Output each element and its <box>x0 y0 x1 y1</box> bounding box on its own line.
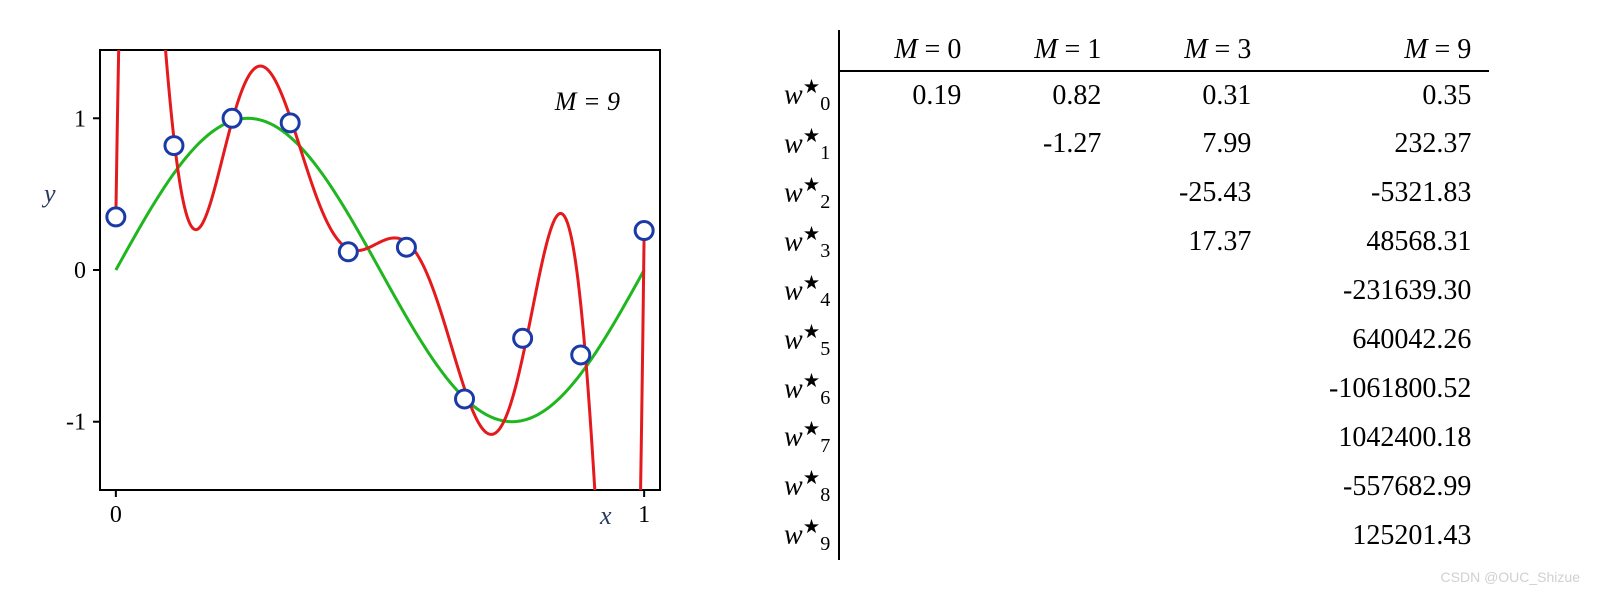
table-row-label: w★4 <box>770 267 839 316</box>
table-cell <box>1119 462 1269 511</box>
table-cell <box>1119 365 1269 414</box>
table-cell <box>839 316 979 365</box>
table-cell: -557682.99 <box>1269 462 1489 511</box>
svg-text:0: 0 <box>110 502 122 528</box>
table-cell: 640042.26 <box>1269 316 1489 365</box>
table-cell <box>839 169 979 218</box>
table-row-label: w★0 <box>770 71 839 120</box>
table-column-header: M = 3 <box>1119 30 1269 71</box>
table-cell: -1.27 <box>979 120 1119 169</box>
table-cell: -5321.83 <box>1269 169 1489 218</box>
table-cell <box>979 169 1119 218</box>
table-cell <box>979 267 1119 316</box>
svg-text:1: 1 <box>638 502 650 528</box>
coefficients-table: M = 0M = 1M = 3M = 9w★00.190.820.310.35w… <box>770 30 1489 560</box>
table-row-label: w★2 <box>770 169 839 218</box>
svg-text:M = 9: M = 9 <box>554 87 620 116</box>
table-cell: 0.31 <box>1119 71 1269 120</box>
table-cell <box>1119 413 1269 462</box>
table-row-label: w★6 <box>770 365 839 414</box>
table-row: w★00.190.820.310.35 <box>770 71 1489 120</box>
table-cell: 48568.31 <box>1269 218 1489 267</box>
table-column-header: M = 9 <box>1269 30 1489 71</box>
table-cell: 1042400.18 <box>1269 413 1489 462</box>
table-cell <box>1119 511 1269 560</box>
table-cell <box>979 413 1119 462</box>
svg-text:0: 0 <box>74 258 86 284</box>
table-cell <box>839 365 979 414</box>
watermark: CSDN @OUC_Shizue <box>1441 569 1580 585</box>
table-cell <box>839 267 979 316</box>
table-row-label: w★5 <box>770 316 839 365</box>
table-cell <box>979 511 1119 560</box>
table-cell <box>979 316 1119 365</box>
table-column-header: M = 0 <box>839 30 979 71</box>
table-row-label: w★9 <box>770 511 839 560</box>
table-row: w★9 125201.43 <box>770 511 1489 560</box>
table-cell: 0.19 <box>839 71 979 120</box>
table-cell: 17.37 <box>1119 218 1269 267</box>
table: M = 0M = 1M = 3M = 9w★00.190.820.310.35w… <box>770 30 1489 560</box>
table-cell <box>979 218 1119 267</box>
table-cell: 7.99 <box>1119 120 1269 169</box>
table-row: w★6 -1061800.52 <box>770 365 1489 414</box>
table-cell <box>839 218 979 267</box>
table-row-label: w★1 <box>770 120 839 169</box>
table-row: w★1 -1.277.99232.37 <box>770 120 1489 169</box>
table-row: w★5 640042.26 <box>770 316 1489 365</box>
svg-text:x: x <box>599 501 612 530</box>
table-row-label: w★3 <box>770 218 839 267</box>
table-row: w★8 -557682.99 <box>770 462 1489 511</box>
table-cell <box>1119 267 1269 316</box>
svg-text:-1: -1 <box>66 410 86 436</box>
table-cell: 125201.43 <box>1269 511 1489 560</box>
table-cell <box>839 511 979 560</box>
table-row: w★2 -25.43-5321.83 <box>770 169 1489 218</box>
table-cell <box>839 413 979 462</box>
table-cell: -231639.30 <box>1269 267 1489 316</box>
table-row: w★3 17.3748568.31 <box>770 218 1489 267</box>
overfitting-chart: 01-101xyM = 9 <box>20 20 700 560</box>
table-row-label: w★8 <box>770 462 839 511</box>
table-row: w★7 1042400.18 <box>770 413 1489 462</box>
table-cell <box>839 462 979 511</box>
table-row-label: w★7 <box>770 413 839 462</box>
chart-svg: 01-101xyM = 9 <box>20 20 700 560</box>
table-cell <box>1119 316 1269 365</box>
svg-text:1: 1 <box>74 106 86 132</box>
table-row: w★4 -231639.30 <box>770 267 1489 316</box>
table-cell: -1061800.52 <box>1269 365 1489 414</box>
table-cell: -25.43 <box>1119 169 1269 218</box>
table-cell <box>979 462 1119 511</box>
table-column-header: M = 1 <box>979 30 1119 71</box>
table-cell: 232.37 <box>1269 120 1489 169</box>
table-cell <box>979 365 1119 414</box>
table-cell: 0.35 <box>1269 71 1489 120</box>
svg-text:y: y <box>41 179 56 208</box>
table-cell: 0.82 <box>979 71 1119 120</box>
table-cell <box>839 120 979 169</box>
table-header-stub <box>770 30 839 71</box>
